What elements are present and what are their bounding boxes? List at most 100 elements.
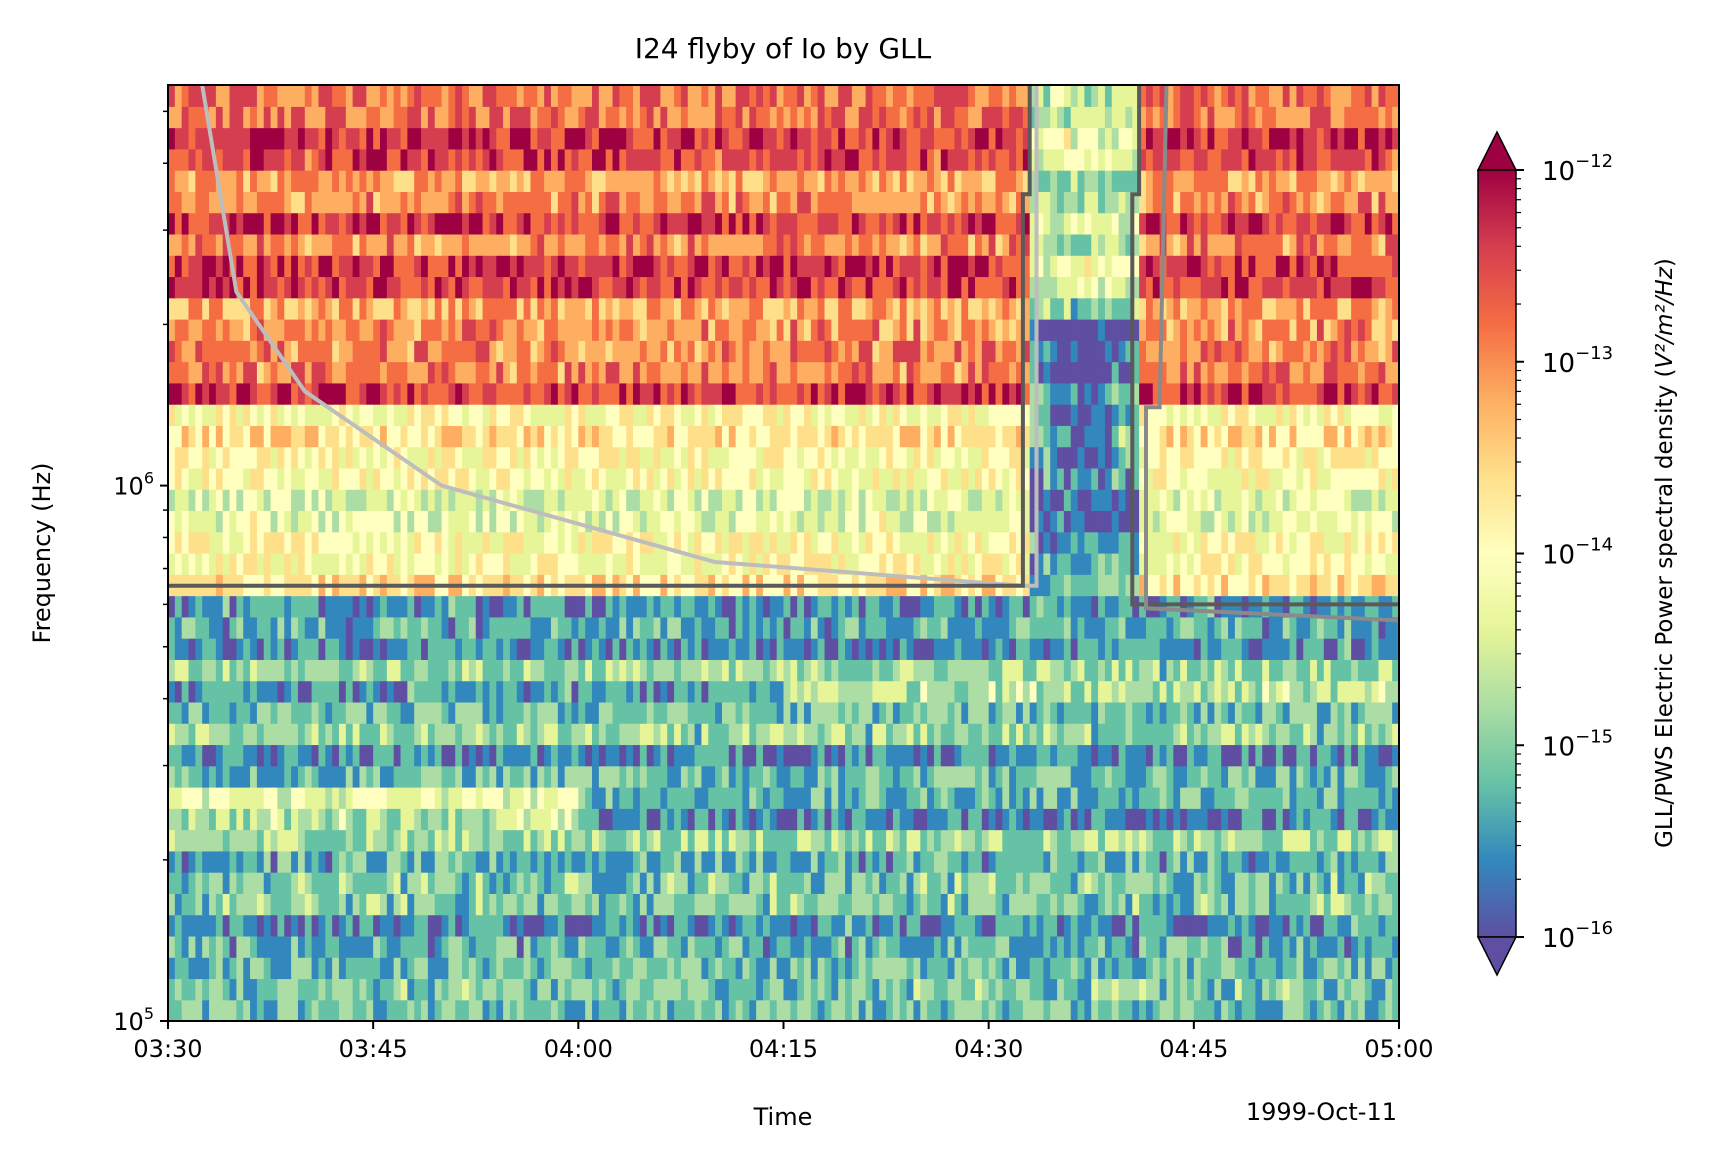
heatmap-cell: [913, 531, 921, 554]
heatmap-cell: [516, 531, 525, 554]
heatmap-cell: [1152, 829, 1161, 852]
heatmap-cell: [366, 701, 374, 724]
heatmap-cell: [653, 765, 661, 788]
heatmap-cell: [1145, 744, 1154, 767]
heatmap-cell: [407, 957, 415, 980]
heatmap-cell: [441, 553, 449, 575]
heatmap-cell: [762, 872, 771, 894]
heatmap-cell: [838, 829, 846, 852]
heatmap-cell: [1193, 659, 1202, 682]
heatmap-cell: [1173, 446, 1181, 469]
heatmap-cell: [1002, 808, 1010, 831]
heatmap-cell: [749, 765, 757, 788]
heatmap-cell: [1344, 574, 1352, 597]
heatmap-cell: [462, 659, 470, 682]
heatmap-cell: [1152, 595, 1161, 618]
heatmap-cell: [892, 850, 901, 873]
heatmap-cell: [482, 467, 491, 490]
heatmap-cell: [1378, 872, 1386, 894]
heatmap-cell: [1207, 553, 1215, 575]
heatmap-cell: [879, 659, 887, 682]
heatmap-cell: [564, 723, 573, 746]
heatmap-cell: [1118, 638, 1127, 660]
heatmap-cell: [1036, 680, 1044, 703]
heatmap-cell: [667, 489, 675, 512]
heatmap-cell: [441, 510, 449, 533]
heatmap-cell: [489, 787, 497, 809]
heatmap-cell: [243, 935, 251, 958]
heatmap-cell: [468, 510, 477, 533]
heatmap-cell: [1098, 595, 1106, 618]
heatmap-cell: [462, 425, 470, 448]
heatmap-cell: [537, 595, 545, 618]
heatmap-cell: [756, 638, 764, 660]
heatmap-cell: [742, 467, 750, 490]
heatmap-cell: [913, 467, 921, 490]
heatmap-cell: [297, 659, 306, 682]
heatmap-cell: [776, 595, 785, 618]
heatmap-cell: [947, 595, 956, 618]
heatmap-cell: [229, 914, 237, 937]
heatmap-cell: [256, 935, 265, 958]
heatmap-cell: [1132, 914, 1140, 937]
heatmap-cell: [1255, 659, 1263, 682]
heatmap-cell: [715, 893, 723, 916]
heatmap-cell: [393, 467, 402, 490]
heatmap-cell: [345, 914, 354, 937]
heatmap-cell: [421, 850, 429, 873]
heatmap-cell: [1392, 680, 1399, 703]
heatmap-cell: [749, 744, 757, 767]
heatmap-cell: [1330, 723, 1339, 746]
heatmap-cell: [612, 935, 620, 958]
heatmap-cell: [1166, 765, 1174, 788]
heatmap-cell: [968, 999, 976, 1021]
heatmap-cell: [1275, 765, 1284, 788]
heatmap-cell: [701, 553, 709, 575]
heatmap-cell: [906, 595, 915, 618]
heatmap-cell: [195, 787, 203, 809]
heatmap-cell: [1282, 638, 1291, 660]
heatmap-cell: [1002, 489, 1010, 512]
heatmap-cell: [817, 787, 826, 809]
heatmap-cell: [1303, 829, 1311, 852]
heatmap-cell: [297, 872, 306, 894]
heatmap-cell: [612, 467, 620, 490]
heatmap-cell: [947, 829, 956, 852]
heatmap-cell: [407, 850, 415, 873]
heatmap-cell: [906, 680, 915, 703]
heatmap-cell: [913, 446, 921, 469]
heatmap-cell: [728, 510, 737, 533]
heatmap-cell: [1310, 744, 1318, 767]
heatmap-cell: [817, 446, 826, 469]
heatmap-cell: [1228, 553, 1236, 575]
heatmap-cell: [1036, 893, 1044, 916]
heatmap-cell: [297, 553, 306, 575]
heatmap-cell: [325, 808, 333, 831]
heatmap-cell: [1084, 638, 1092, 660]
heatmap-cell: [1207, 808, 1215, 831]
heatmap-cell: [188, 680, 196, 703]
heatmap-cell: [824, 957, 832, 980]
heatmap-cell: [564, 978, 573, 1001]
heatmap-cell: [824, 638, 832, 660]
heatmap-cell: [1337, 701, 1345, 724]
heatmap-cell: [845, 723, 853, 746]
heatmap-cell: [256, 446, 265, 469]
heatmap-cell: [236, 787, 244, 809]
heatmap-cell: [462, 701, 470, 724]
heatmap-cell: [1351, 957, 1359, 980]
heatmap-cell: [564, 829, 573, 852]
heatmap-cell: [674, 744, 682, 767]
heatmap-cell: [708, 446, 716, 469]
heatmap-cell: [1241, 957, 1250, 980]
heatmap-cell: [1070, 744, 1079, 767]
heatmap-cell: [831, 489, 839, 512]
heatmap-cell: [701, 935, 709, 958]
heatmap-cell: [585, 723, 593, 746]
heatmap-cell: [1330, 893, 1339, 916]
heatmap-cell: [407, 914, 415, 937]
heatmap-cell: [1310, 957, 1318, 980]
heatmap-cell: [598, 553, 607, 575]
heatmap-cell: [174, 850, 183, 873]
heatmap-cell: [482, 723, 491, 746]
